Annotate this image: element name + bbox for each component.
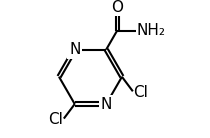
- Text: Cl: Cl: [133, 85, 148, 100]
- Text: O: O: [111, 0, 123, 15]
- Text: N: N: [69, 42, 80, 57]
- Text: NH₂: NH₂: [136, 23, 165, 38]
- Text: Cl: Cl: [48, 112, 63, 127]
- Text: N: N: [101, 97, 112, 112]
